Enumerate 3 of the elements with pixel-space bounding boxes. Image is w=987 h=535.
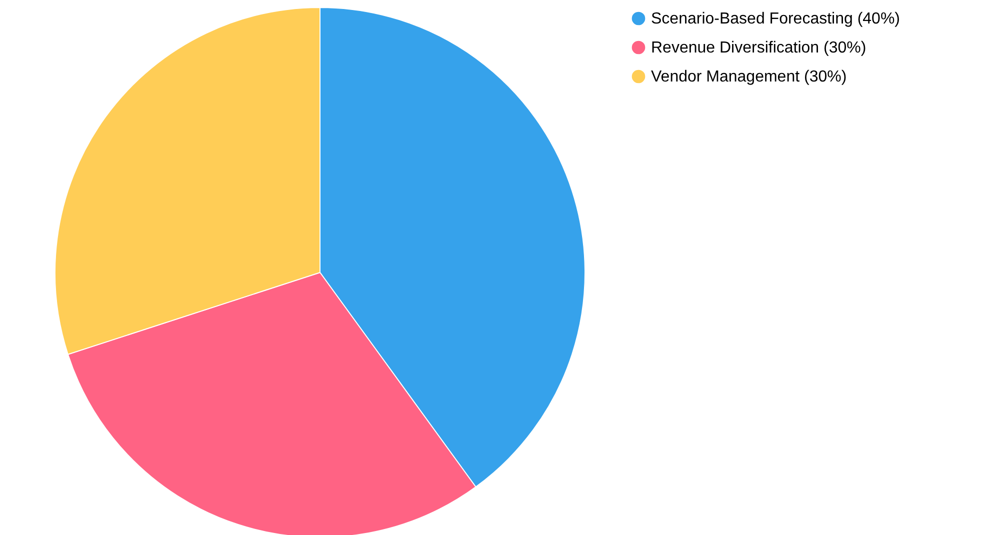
legend-label: Revenue Diversification (30%) — [651, 40, 866, 56]
legend-label: Vendor Management (30%) — [651, 68, 847, 86]
legend-label: Scenario-Based Forecasting (40%) — [651, 10, 900, 28]
